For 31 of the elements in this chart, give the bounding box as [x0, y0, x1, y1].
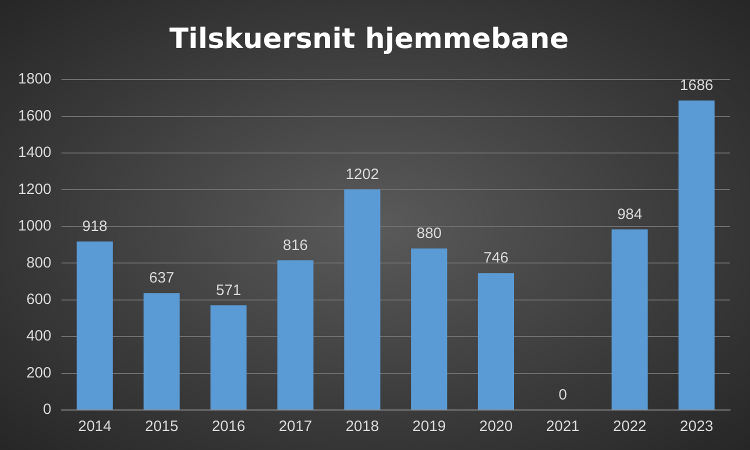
x-tick-label: 2021 — [546, 418, 580, 436]
x-tick-label: 2017 — [278, 418, 312, 436]
y-tick-label: 1800 — [18, 70, 52, 88]
data-label: 918 — [82, 218, 108, 236]
data-label: 880 — [416, 225, 442, 242]
y-tick-label: 800 — [26, 254, 52, 272]
y-tick-label: 200 — [26, 364, 52, 382]
data-label: 984 — [617, 206, 642, 224]
x-tick-label: 2023 — [680, 418, 714, 436]
x-tick-label: 2014 — [78, 418, 112, 436]
data-label: 0 — [558, 386, 568, 404]
data-label: 746 — [483, 250, 508, 267]
y-tick-label: 400 — [26, 328, 52, 345]
y-tick-label: 1000 — [18, 218, 52, 235]
data-label: 571 — [216, 282, 242, 299]
data-label: 816 — [282, 236, 308, 254]
x-tick-label: 2018 — [346, 418, 379, 436]
y-tick-label: 1200 — [18, 180, 52, 198]
x-tick-label: 2020 — [479, 418, 513, 436]
x-tick-label: 2016 — [212, 418, 246, 436]
data-label: 637 — [149, 270, 174, 287]
y-tick-label: 1400 — [18, 144, 52, 162]
y-tick-label: 600 — [26, 291, 52, 308]
y-tick-label: 0 — [43, 401, 52, 418]
x-tick-label: 2015 — [144, 418, 178, 436]
data-label: 1686 — [680, 77, 714, 94]
chart-title: Tilskuersnit hjemmebane — [169, 22, 569, 56]
x-tick-label: 2022 — [613, 418, 646, 436]
y-tick-label: 1600 — [18, 107, 52, 124]
data-label: 1202 — [346, 166, 379, 184]
x-tick-label: 2019 — [412, 418, 446, 436]
